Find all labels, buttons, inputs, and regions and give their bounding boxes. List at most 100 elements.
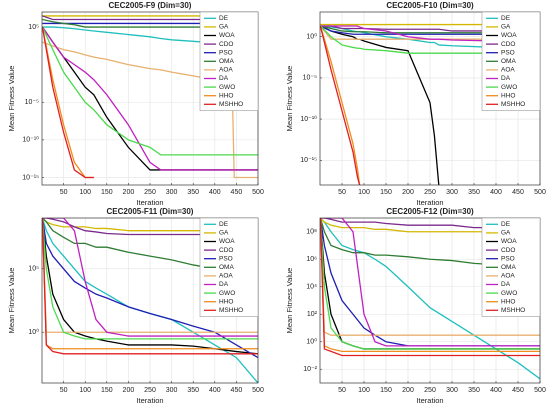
x-axis-label: Iteration [416, 396, 443, 405]
legend-label: GA [501, 230, 511, 237]
series-line [320, 218, 540, 380]
y-tick-label: 10² [307, 311, 318, 318]
x-tick-label: 100 [79, 189, 91, 196]
x-tick-label: 100 [358, 387, 370, 394]
y-tick-label: 10⁰ [306, 338, 317, 346]
x-tick-label: 100 [358, 189, 370, 196]
series-line [42, 26, 94, 179]
legend-label: DE [219, 221, 229, 228]
y-tick-label: 10⁻¹⁰ [22, 136, 39, 144]
x-tick-label: 200 [123, 189, 135, 196]
x-tick-label: 200 [123, 387, 135, 394]
x-tick-label: 300 [446, 189, 458, 196]
series-line [320, 218, 540, 350]
legend-label: GWO [219, 84, 235, 91]
legend-label: MSHHO [219, 307, 243, 314]
series-line [320, 25, 540, 35]
x-tick-label: 300 [446, 387, 458, 394]
x-axis-label: Iteration [416, 198, 443, 207]
lines [42, 218, 258, 383]
x-tick-label: 150 [101, 387, 113, 394]
y-axis-label: Mean Fitness Value [285, 66, 294, 132]
series-line [320, 25, 540, 50]
legend-label: GWO [501, 84, 517, 91]
legend-label: CDO [501, 247, 515, 254]
y-tick-label: 10⁰ [28, 328, 39, 336]
legend-label: AOA [501, 273, 515, 280]
chart-panel: CEC2005-F11 (Dim=30) Iteration Mean Fitnes… [7, 207, 264, 405]
legend-label: DE [501, 15, 511, 22]
y-tick-label: 10⁻² [303, 366, 317, 373]
legend-label: PSO [219, 49, 233, 56]
legend-label: HHO [219, 298, 233, 305]
series-line [42, 26, 258, 156]
x-tick-label: 350 [468, 387, 480, 394]
series-line [320, 218, 540, 347]
x-tick-label: 250 [424, 387, 436, 394]
series-line [42, 218, 258, 359]
legend-label: MSHHO [501, 101, 525, 108]
series-line [42, 218, 258, 355]
x-axis-label: Iteration [136, 396, 163, 405]
x-tick-label: 500 [252, 189, 264, 196]
lines [320, 218, 540, 380]
series-line [320, 25, 361, 185]
legend-label: HHO [219, 92, 233, 99]
legend-label: WOA [219, 32, 235, 39]
series-line [320, 218, 540, 353]
x-tick-label: 450 [231, 387, 243, 394]
y-tick-label: 10⁸ [306, 229, 317, 236]
legend-label: PSO [501, 255, 515, 262]
legend-label: GA [219, 230, 229, 237]
x-axis-label: Iteration [136, 198, 163, 207]
x-tick-label: 400 [490, 189, 502, 196]
x-tick-label: 500 [534, 387, 546, 394]
series-line [42, 218, 258, 355]
series-line [320, 25, 540, 42]
series-line [42, 218, 258, 383]
x-tick-label: 350 [187, 387, 199, 394]
x-tick-label: 150 [380, 387, 392, 394]
legend-label: WOA [501, 238, 517, 245]
legend-label: GWO [501, 290, 517, 297]
legend-label: OMA [219, 264, 234, 271]
legend-label: WOA [219, 238, 235, 245]
legend-label: OMA [219, 58, 234, 65]
x-tick-label: 450 [231, 189, 243, 196]
x-tick-label: 300 [166, 189, 178, 196]
chart-title: CEC2005-F9 (Dim=30) [109, 1, 192, 10]
chart-title: CEC2005-F10 (Dim=30) [386, 1, 474, 10]
legend-label: AOA [219, 273, 233, 280]
x-tick-label: 150 [101, 189, 113, 196]
x-tick-label: 250 [144, 189, 156, 196]
chart-panel: CEC2005-F10 (Dim=30) Iteration Mean Fitnes… [285, 1, 546, 207]
legend-label: OMA [501, 58, 516, 65]
legend-label: DA [219, 281, 229, 288]
x-tick-label: 50 [338, 189, 346, 196]
y-tick-label: 10⁴ [306, 284, 317, 291]
y-axis-label: Mean Fitness Value [7, 268, 16, 334]
y-tick-label: 10⁵ [28, 266, 39, 273]
x-tick-label: 100 [79, 387, 91, 394]
x-tick-label: 200 [402, 189, 414, 196]
x-tick-label: 300 [166, 387, 178, 394]
series-line [42, 218, 258, 350]
series-line [320, 218, 540, 336]
x-tick-label: 400 [209, 189, 221, 196]
legend-label: CDO [219, 41, 233, 48]
y-tick-label: 10⁻⁵ [25, 99, 39, 106]
y-axis-label: Mean Fitness Value [285, 268, 294, 334]
legend-label: HHO [501, 298, 515, 305]
legend-label: DE [501, 221, 511, 228]
legend-label: GA [219, 24, 229, 31]
legend-label: GA [501, 24, 511, 31]
legend-label: HHO [501, 92, 515, 99]
legend-label: MSHHO [219, 101, 243, 108]
x-tick-label: 250 [144, 387, 156, 394]
legend-label: MSHHO [501, 307, 525, 314]
legend-label: CDO [219, 247, 233, 254]
x-tick-label: 50 [60, 387, 68, 394]
series-line [42, 218, 258, 340]
x-tick-label: 500 [252, 387, 264, 394]
